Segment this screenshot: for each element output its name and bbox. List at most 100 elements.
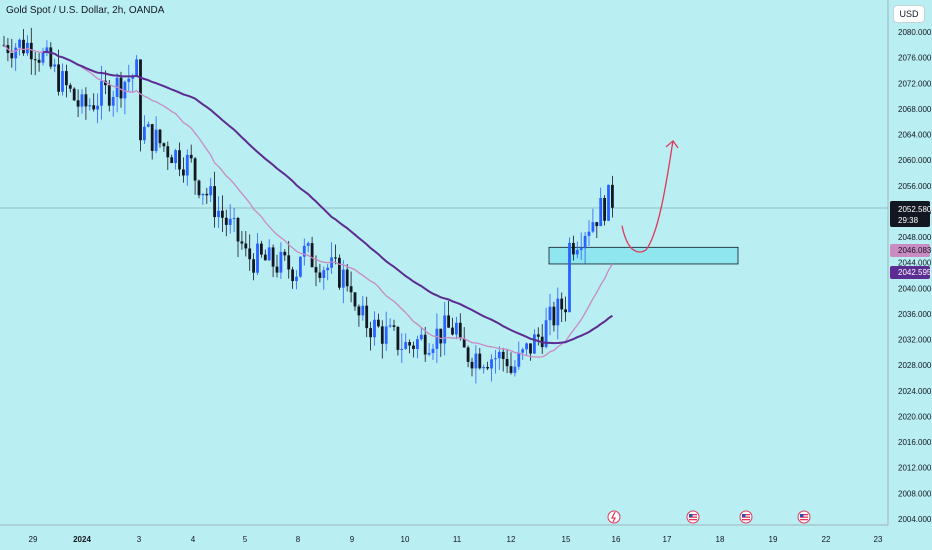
candle-body <box>556 298 560 326</box>
x-tick-label: 19 <box>769 535 778 544</box>
candle-body <box>603 198 606 221</box>
x-tick-label: 29 <box>29 535 38 544</box>
candle-body <box>361 305 365 316</box>
candle-body <box>41 52 45 63</box>
candle-body <box>544 320 548 348</box>
candle-body <box>267 247 271 261</box>
candle-body <box>564 309 567 313</box>
candle-body <box>166 146 170 158</box>
candle-body <box>154 129 158 151</box>
candle-body <box>583 235 587 249</box>
candle-body <box>61 71 64 92</box>
candle-body <box>29 42 33 60</box>
candle-body <box>560 298 564 310</box>
candle-body <box>88 105 92 107</box>
candle-body <box>299 256 302 277</box>
candle-body <box>162 143 166 147</box>
candle-body <box>240 241 244 244</box>
candle-body <box>330 257 333 268</box>
candle-body <box>380 326 384 344</box>
candle-body <box>486 366 489 369</box>
candle-body <box>474 353 478 369</box>
candle-body <box>365 305 369 329</box>
candle-body <box>384 326 388 344</box>
us-flag-icon[interactable] <box>739 510 753 524</box>
lightning-event-icon[interactable] <box>607 510 621 524</box>
candle-body <box>213 186 216 218</box>
candle-body <box>252 259 255 273</box>
x-tick-label: 23 <box>874 535 883 544</box>
candle-body <box>310 243 314 268</box>
candle-body <box>521 349 525 353</box>
last-price-label: 2052.580 <box>898 205 932 214</box>
candle-body <box>322 270 326 278</box>
y-tick-label: 2016.000 <box>898 438 932 447</box>
y-tick-label: 2060.000 <box>898 156 932 165</box>
candle-body <box>435 328 439 349</box>
candle-body <box>92 105 96 110</box>
candle-body <box>318 272 322 278</box>
candle-body <box>248 248 252 260</box>
candle-body <box>224 217 228 225</box>
candle-body <box>482 366 486 369</box>
candle-body <box>431 348 435 353</box>
candle-body <box>412 345 415 349</box>
x-tick-label: 2024 <box>73 535 91 544</box>
candle-body <box>275 266 279 273</box>
moving-average-fast-line <box>3 44 613 358</box>
candle-body <box>416 339 419 349</box>
candle-body <box>377 319 380 327</box>
candle-body <box>396 326 400 350</box>
candle-body <box>513 366 517 373</box>
candle-body <box>193 158 197 181</box>
candle-body <box>228 218 232 225</box>
candle-body <box>611 184 614 208</box>
candle-body <box>501 351 505 360</box>
candle-body <box>107 85 111 106</box>
candle-body <box>236 218 240 242</box>
candle-body <box>455 322 458 335</box>
candle-body <box>119 77 123 99</box>
candle-body <box>84 94 88 107</box>
us-flag-icon[interactable] <box>797 510 811 524</box>
candle-body <box>369 328 372 338</box>
candle-body <box>447 315 450 328</box>
demand-zone <box>548 246 739 265</box>
y-tick-label: 2064.000 <box>898 131 932 140</box>
x-tick-label: 17 <box>663 535 672 544</box>
candle-body <box>14 47 18 59</box>
candle-body <box>572 242 575 255</box>
candle-body <box>427 352 431 355</box>
candle-body <box>33 59 37 61</box>
candle-body <box>595 222 599 227</box>
candle-body <box>451 327 454 335</box>
y-tick-label: 2032.000 <box>898 336 932 345</box>
candle-body <box>400 348 404 350</box>
ma-slow-tag: 2042.595 <box>890 266 932 279</box>
candle-body <box>45 47 49 53</box>
candle-body <box>10 53 14 59</box>
candle-body <box>591 222 595 232</box>
countdown-label: 29:38 <box>898 216 919 225</box>
candle-body <box>139 59 142 141</box>
candle-body <box>57 64 60 92</box>
x-tick-label: 15 <box>562 535 571 544</box>
candle-body <box>104 80 107 86</box>
candle-body <box>587 231 591 236</box>
candle-body <box>552 306 556 326</box>
candle-body <box>326 267 330 271</box>
candle-body <box>100 80 103 106</box>
candle-body <box>517 352 521 367</box>
us-flag-icon[interactable] <box>686 510 700 524</box>
candle-body <box>271 247 275 267</box>
candle-body <box>127 78 131 82</box>
candle-body <box>18 39 21 48</box>
candle-body <box>65 71 68 86</box>
currency-button[interactable]: USD <box>893 5 925 23</box>
candle-body <box>111 96 115 106</box>
candle-body <box>182 169 185 176</box>
y-tick-label: 2044.000 <box>898 259 932 268</box>
candle-body <box>529 343 532 354</box>
